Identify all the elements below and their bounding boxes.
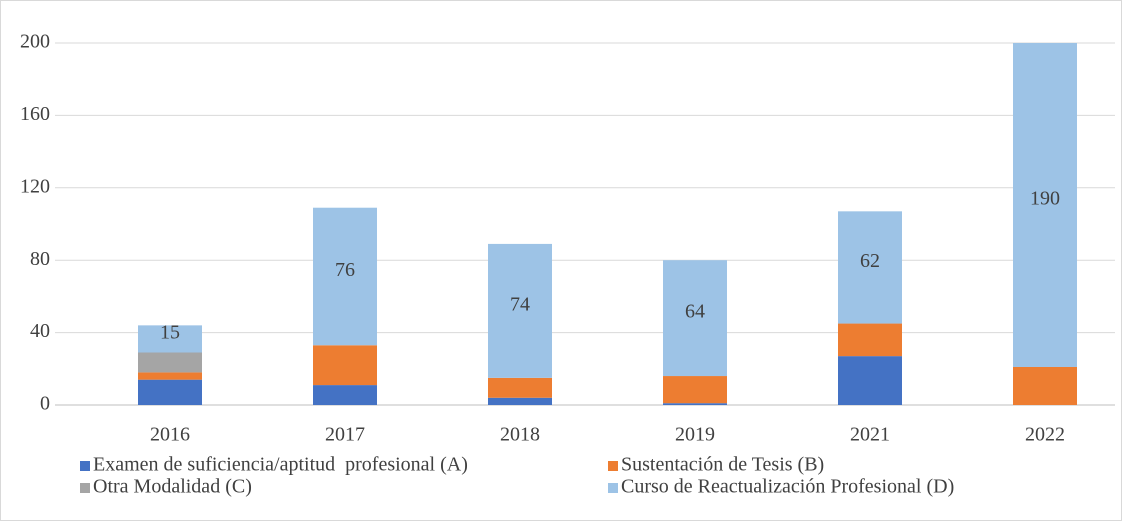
bar-segment — [838, 211, 902, 324]
bar-segment — [663, 260, 727, 377]
x-tick-label: 2019 — [675, 424, 715, 446]
bar-segment — [663, 403, 727, 405]
bar-segment — [138, 379, 202, 405]
bar-segment — [663, 376, 727, 404]
legend-label: Sustentación de Tesis (B) — [621, 454, 824, 476]
bar-segment — [838, 323, 902, 357]
legend-label: Otra Modalidad (C) — [93, 476, 252, 498]
legend-swatch — [608, 483, 618, 493]
data-label: 74 — [510, 293, 530, 315]
y-tick-label: 160 — [20, 103, 50, 125]
y-tick-label: 120 — [20, 175, 50, 197]
legend-swatch — [80, 483, 90, 493]
legend-label: Examen de suficiencia/aptitud profesiona… — [93, 454, 468, 476]
bar-segment — [138, 352, 202, 373]
x-tick-label: 2016 — [150, 424, 190, 446]
bar-segment — [313, 345, 377, 386]
bar-segment — [138, 372, 202, 380]
x-tick-label: 2022 — [1025, 424, 1065, 446]
y-tick-label: 40 — [30, 320, 50, 342]
bar-segment — [138, 325, 202, 353]
x-tick-label: 2017 — [325, 424, 365, 446]
legend-swatch — [80, 461, 90, 471]
y-tick-label: 200 — [20, 31, 50, 53]
y-tick-label: 80 — [30, 248, 50, 270]
bar-segment — [838, 356, 902, 405]
legend-swatch — [608, 461, 618, 471]
bar-segment — [1013, 43, 1077, 367]
bar-segment — [313, 207, 377, 346]
x-tick-label: 2021 — [850, 424, 890, 446]
bar-segment — [488, 397, 552, 405]
legend-label: Curso de Reactualización Profesional (D) — [621, 476, 954, 498]
y-tick-label: 0 — [40, 393, 50, 415]
data-label: 64 — [685, 301, 705, 323]
data-label: 190 — [1030, 188, 1060, 210]
bar-segment — [313, 385, 377, 405]
data-label: 15 — [160, 322, 180, 344]
data-label: 62 — [860, 250, 880, 272]
data-label: 76 — [335, 259, 355, 281]
x-tick-label: 2018 — [500, 424, 540, 446]
bar-segment — [488, 377, 552, 398]
bar-segment — [1013, 366, 1077, 405]
bar-segment — [488, 243, 552, 378]
